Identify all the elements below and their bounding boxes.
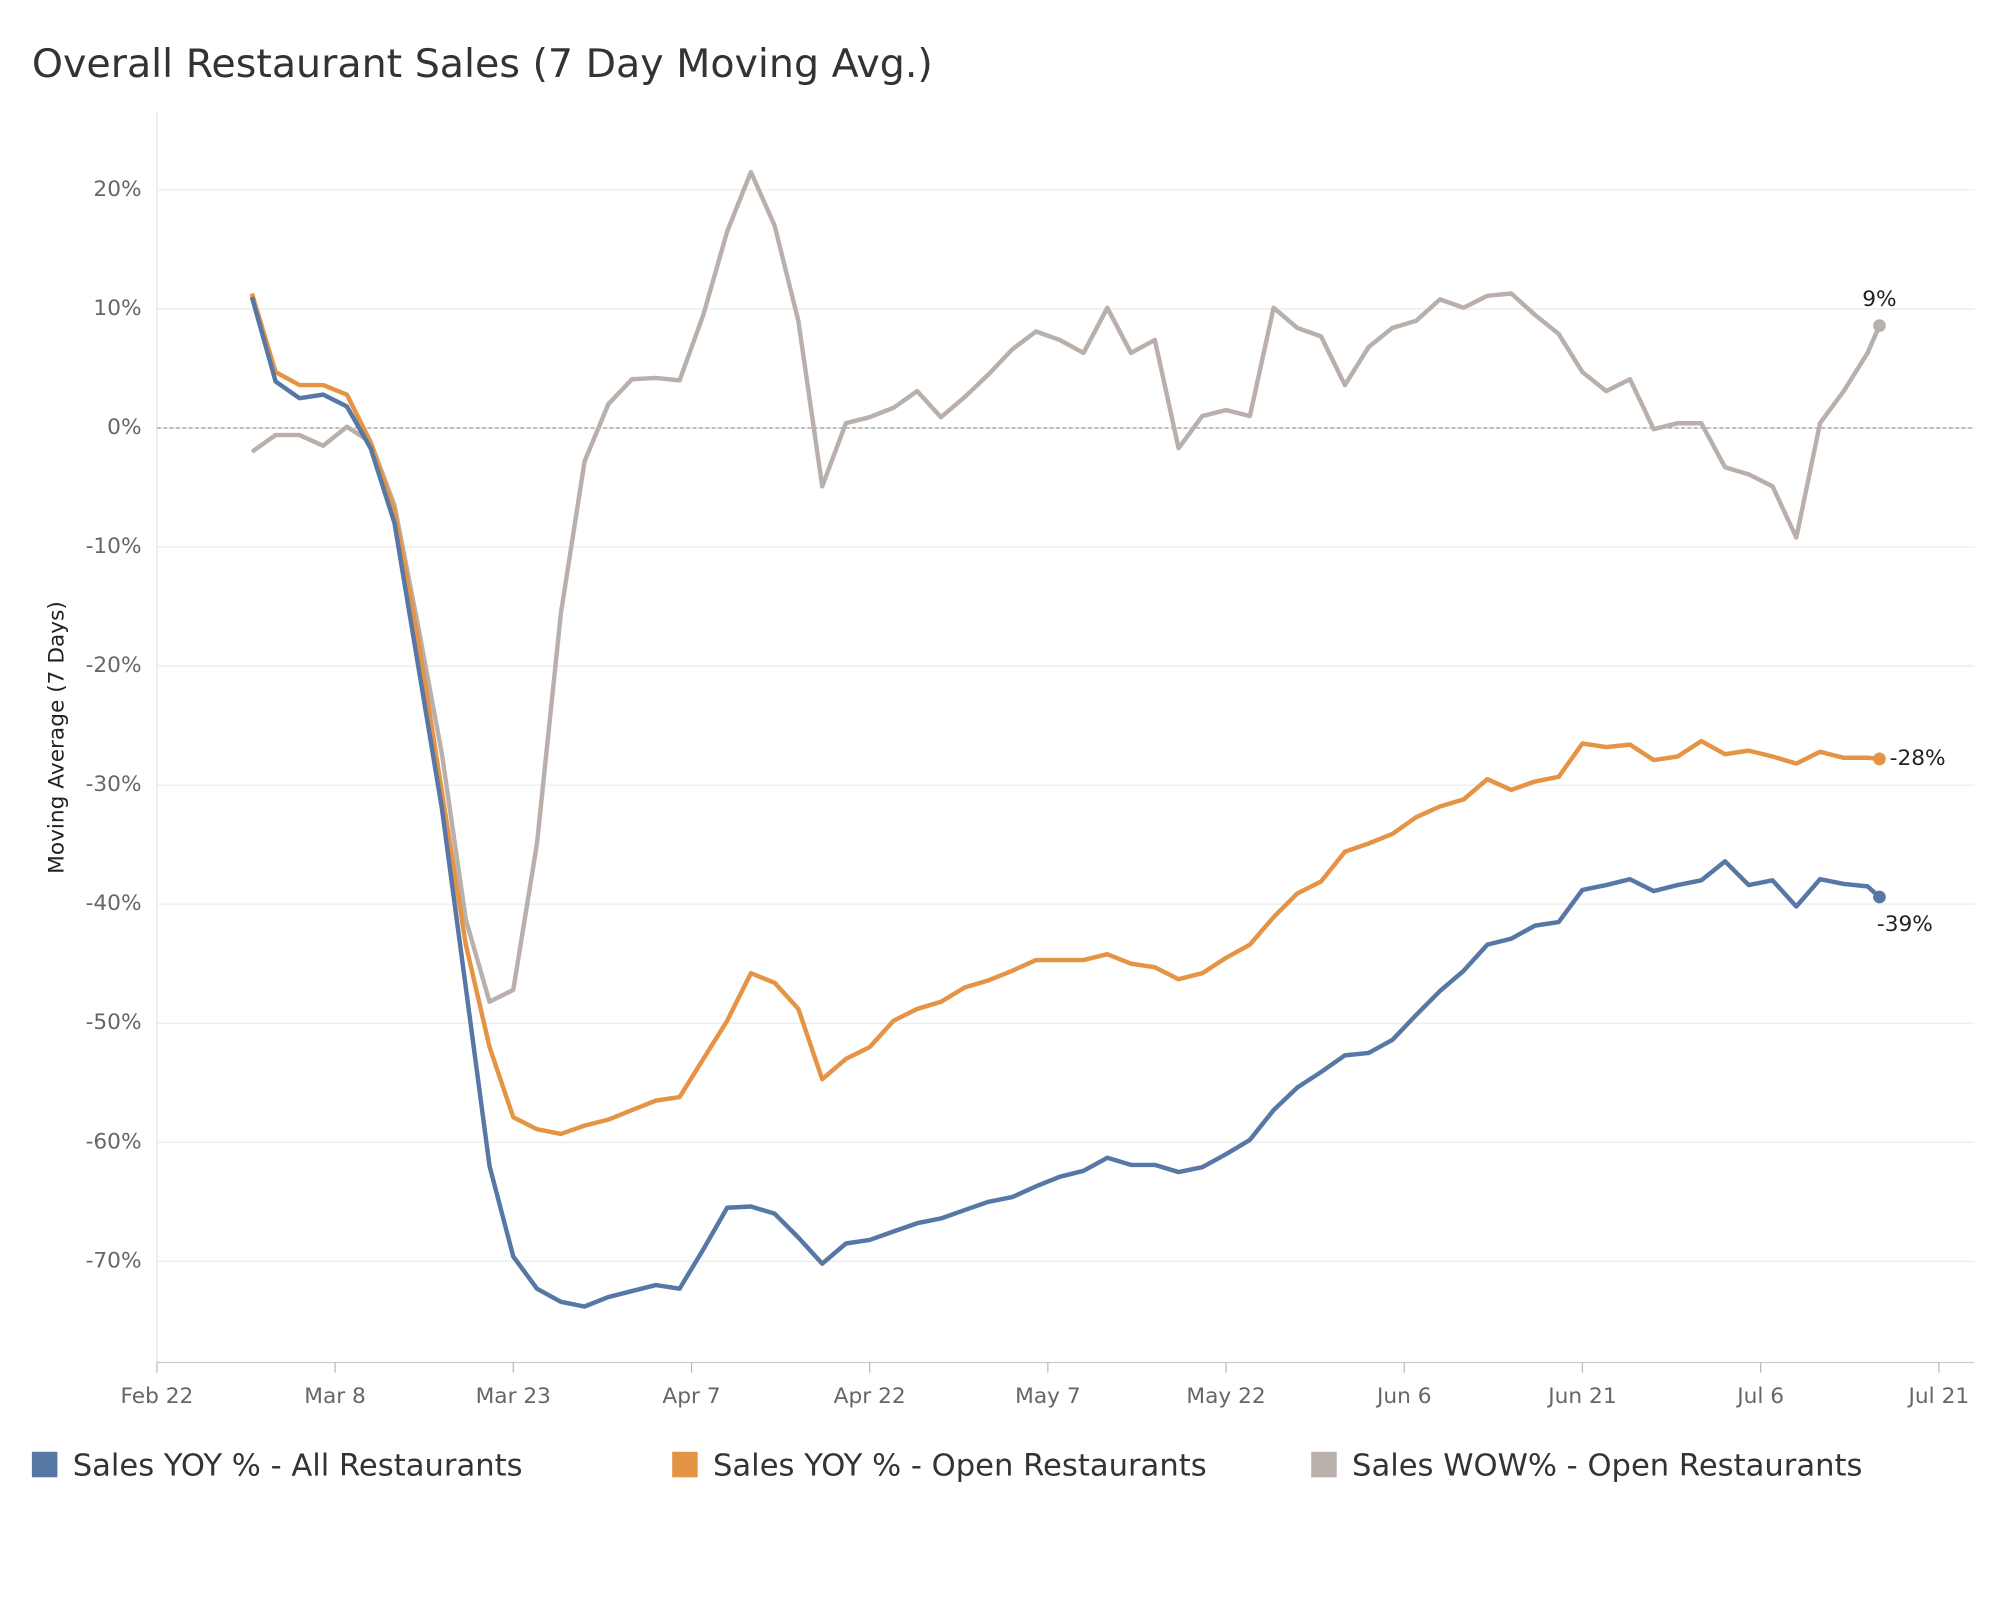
end-point: [1873, 752, 1886, 766]
legend-swatch: [1311, 1451, 1337, 1478]
legend-swatch: [672, 1451, 698, 1478]
data-label: 9%: [1862, 287, 1896, 312]
x-tick-label: Mar 8: [304, 1384, 366, 1409]
x-tick-label: Jul 21: [1907, 1384, 1970, 1409]
x-tick-label: Jun 6: [1375, 1384, 1432, 1409]
series-line: [250, 169, 1882, 1005]
x-tick-label: May 22: [1186, 1384, 1265, 1409]
x-tick-label: Jul 6: [1735, 1384, 1784, 1409]
series-line: [249, 292, 1880, 1137]
series-line: [249, 296, 1881, 1309]
end-point: [1873, 319, 1886, 332]
legend-label: Sales WOW% - Open Restaurants: [1352, 1449, 1862, 1484]
x-tick-label: Jun 21: [1546, 1384, 1616, 1409]
chart-title: Overall Restaurant Sales (7 Day Moving A…: [32, 41, 933, 87]
y-tick-label: -30%: [86, 772, 142, 797]
legend-label: Sales YOY % - All Restaurants: [73, 1449, 523, 1484]
x-tick-label: May 7: [1015, 1384, 1080, 1409]
y-tick-label: 0%: [107, 415, 141, 440]
data-label: -28%: [1890, 746, 1946, 771]
y-tick-label: -40%: [86, 891, 142, 916]
x-tick-label: Feb 22: [120, 1384, 193, 1409]
end-point: [1873, 890, 1886, 904]
legend-swatch: [31, 1451, 58, 1478]
y-axis-title: Moving Average (7 Days): [44, 601, 69, 874]
x-tick-label: Apr 22: [834, 1384, 906, 1409]
data-label: -39%: [1877, 912, 1933, 937]
y-tick-label: -60%: [86, 1129, 142, 1154]
x-tick-label: Apr 7: [662, 1384, 720, 1409]
legend-label: Sales YOY % - Open Restaurants: [713, 1449, 1207, 1484]
y-tick-label: -20%: [86, 653, 142, 678]
y-tick-label: -70%: [86, 1248, 142, 1273]
y-tick-label: 10%: [93, 296, 141, 321]
x-tick-label: Mar 23: [476, 1384, 551, 1409]
y-tick-label: -10%: [86, 534, 142, 559]
y-tick-label: -50%: [86, 1010, 142, 1035]
y-tick-label: 20%: [93, 177, 141, 202]
